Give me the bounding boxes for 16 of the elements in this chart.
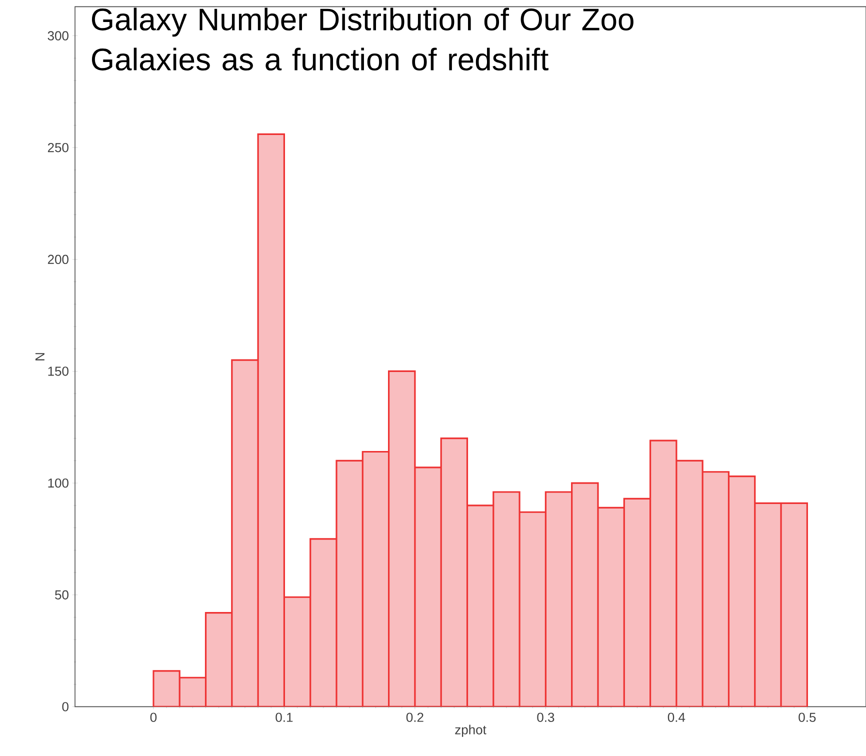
- x-axis-title: zphot: [455, 724, 486, 737]
- x-tick-label: 0.1: [276, 712, 293, 722]
- y-tick-label: 50: [55, 590, 68, 600]
- y-tick-label: 300: [48, 31, 68, 40]
- y-tick-label: 100: [48, 478, 68, 488]
- y-tick-label: 150: [48, 366, 68, 376]
- y-tick-label: 200: [48, 254, 68, 264]
- x-tick-label: 0: [150, 712, 157, 722]
- y-tick-label: 250: [48, 142, 68, 152]
- x-tick-label: 0.5: [798, 712, 816, 722]
- x-tick-label: 0.2: [406, 712, 424, 722]
- x-tick-label: 0.4: [668, 712, 686, 722]
- x-tick-label: 0.3: [537, 712, 554, 722]
- y-axis-title: N: [35, 353, 44, 360]
- y-tick-label: 0: [62, 702, 68, 712]
- text: Galaxy Number Distribution of Our Zoo Galaxies as a function of redshift: [92, 8, 634, 70]
